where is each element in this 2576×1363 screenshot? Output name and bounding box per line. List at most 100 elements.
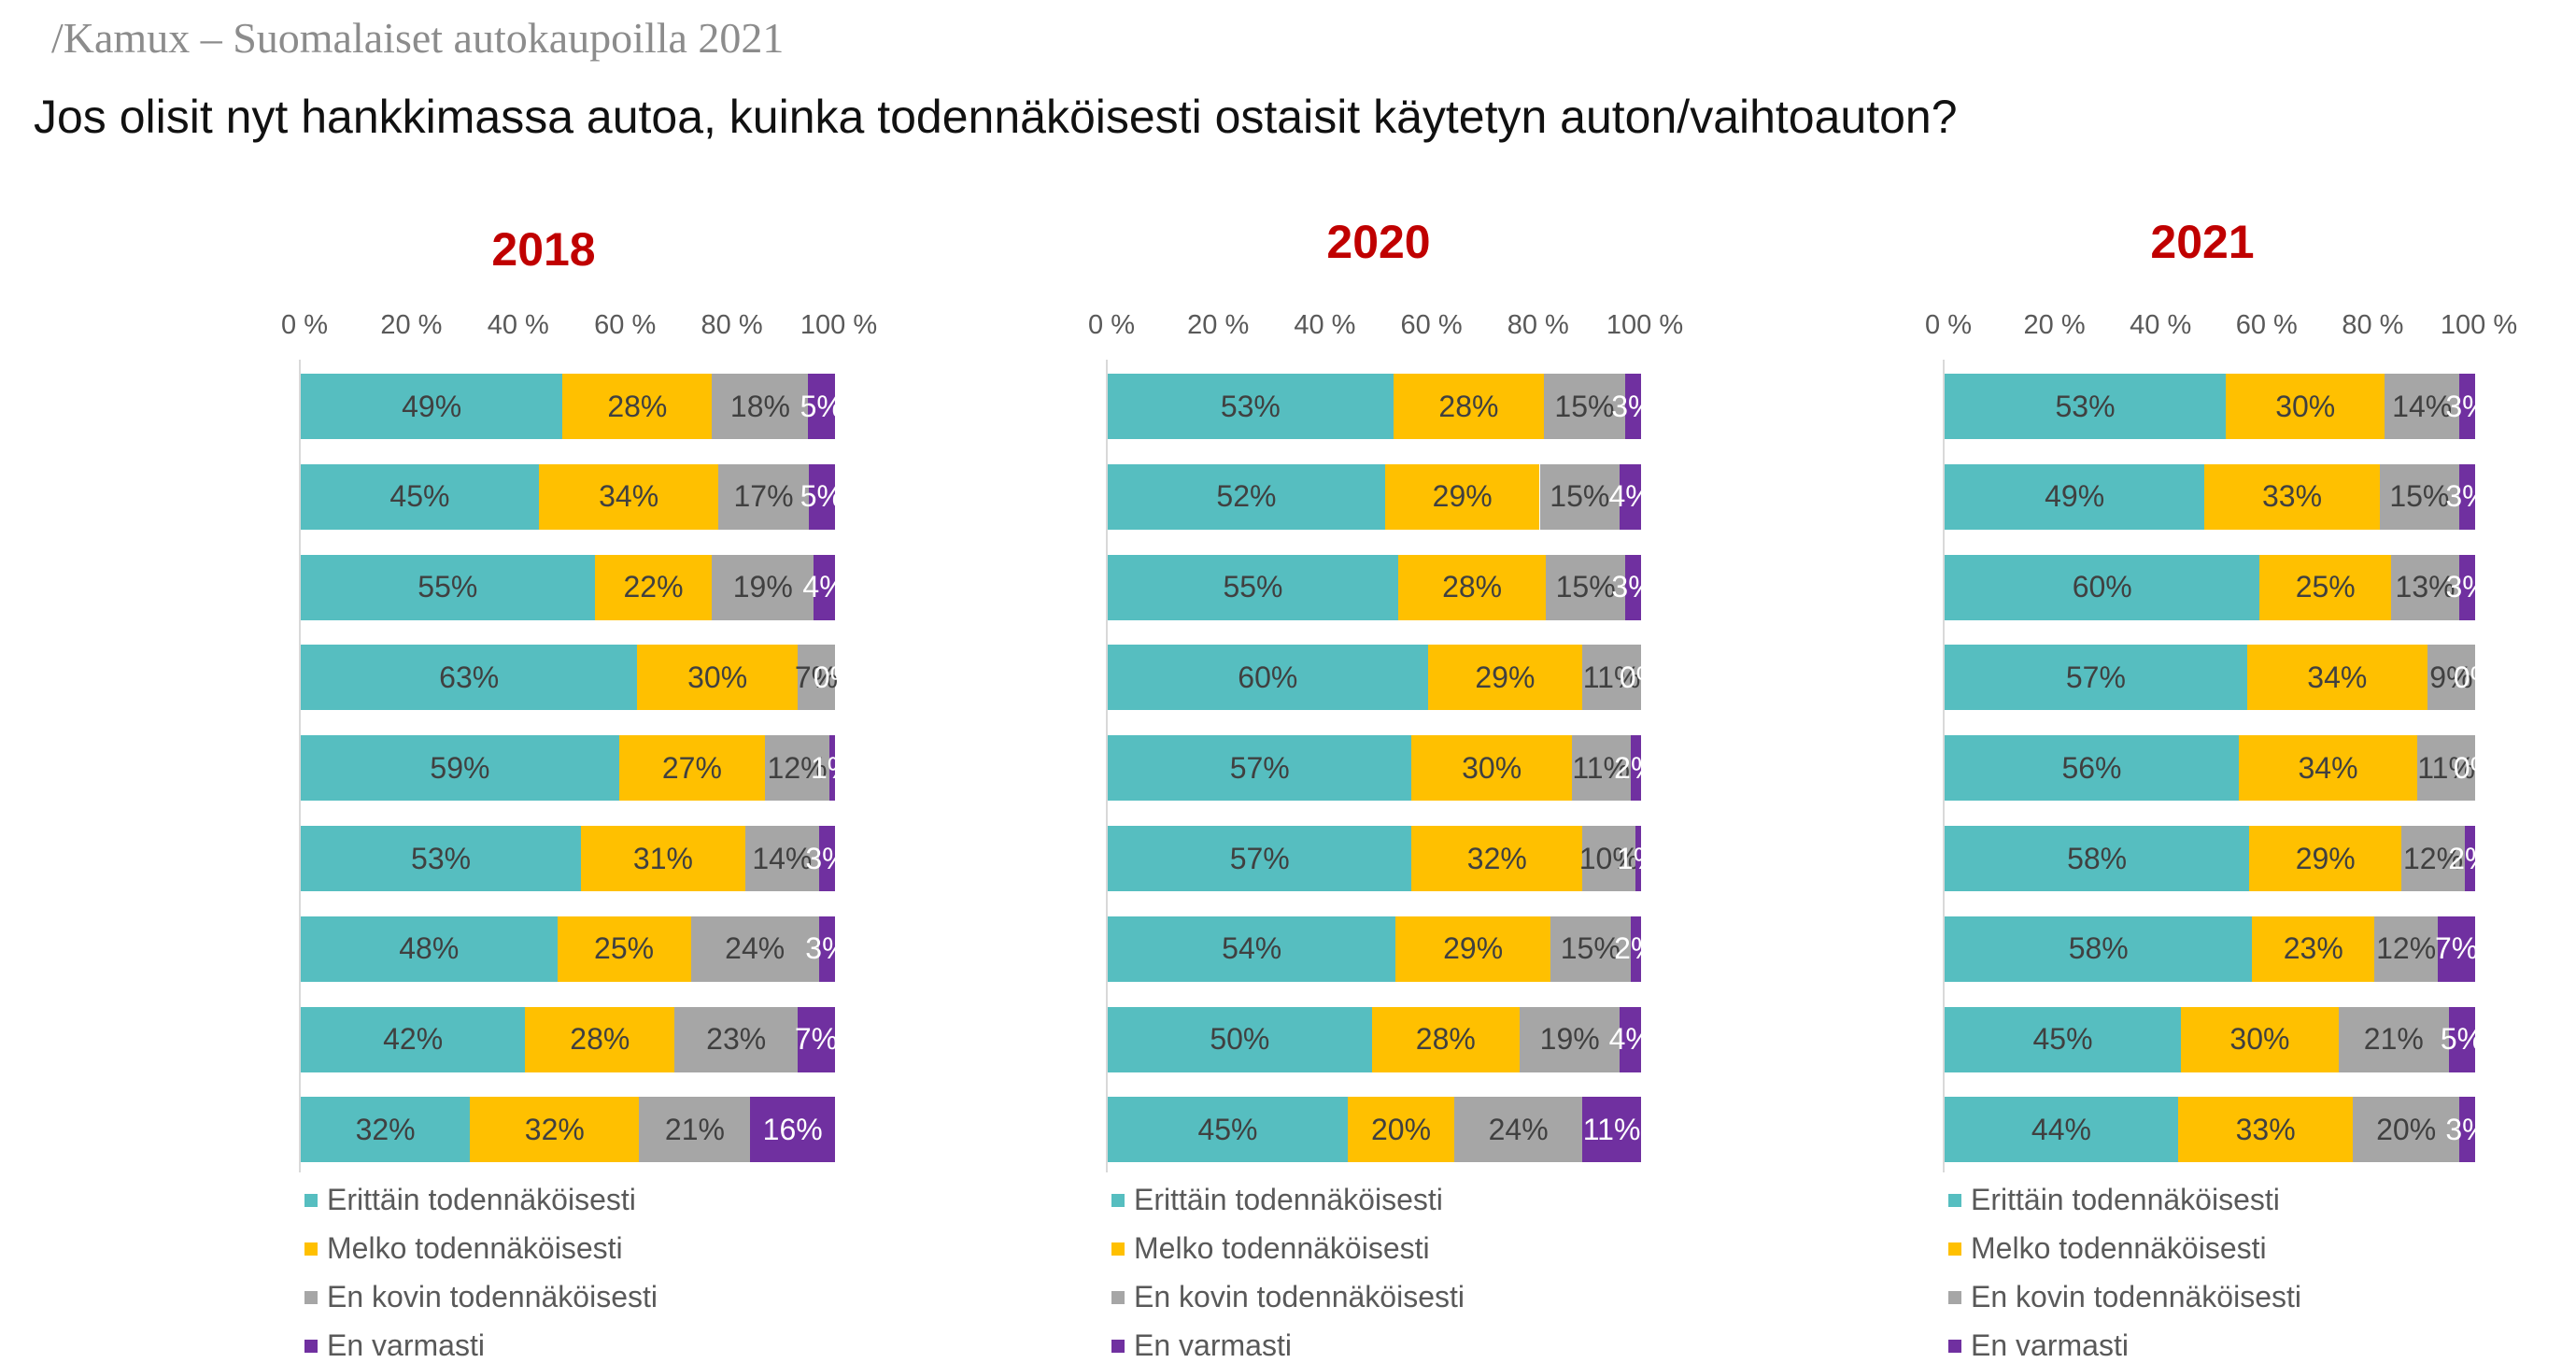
data-label: 29% [1432,479,1493,514]
segment-en-varmasti: 1% [811,735,854,802]
legend-item: Melko todennäköisesti [1948,1231,2267,1266]
segment-en-kovin: 12% [2374,916,2439,982]
segment-en-varmasti: 3% [1611,554,1655,620]
legend-label: Erittäin todennäköisesti [1134,1183,1443,1216]
segment-melko: 31% [581,826,745,891]
data-label: 25% [2295,570,2356,604]
data-label: 42% [383,1022,444,1057]
data-label: 58% [2068,931,2129,966]
legend-item: Erittäin todennäköisesti [1111,1183,1443,1217]
segment-melko: 29% [1395,916,1550,982]
data-label: 3% [2445,479,2489,514]
segment-melko: 34% [2238,735,2418,802]
segment-en-varmasti: 4% [1609,1006,1652,1072]
x-tick-label: 20 % [2023,310,2086,340]
legend-swatch-icon [304,1290,318,1304]
segment-en-varmasti: 11% [1582,1097,1641,1163]
data-label: 5% [800,389,843,423]
segment-en-kovin: 23% [674,1006,798,1072]
segment-erittain: 55% [301,554,595,620]
segment-en-kovin: 14% [744,826,819,891]
data-label: 30% [2275,389,2336,423]
segment-en-kovin: 12% [764,735,830,802]
segment-erittain: 45% [301,463,539,530]
legend-label: En varmasti [1134,1328,1292,1362]
legend-swatch-icon [304,1339,318,1353]
data-label: 27% [661,750,722,785]
report-subtitle: /Kamux – Suomalaiset autokaupoilla 2021 [51,14,785,62]
legend-swatch-icon [1948,1290,1961,1304]
data-label: 56% [2061,750,2122,785]
legend-item: Erittäin todennäköisesti [1948,1183,2280,1217]
segment-melko: 30% [2226,374,2385,439]
segment-erittain: 49% [301,374,563,439]
segment-en-kovin: 20% [2353,1097,2459,1163]
legend-label: Erittäin todennäköisesti [1971,1183,2280,1216]
data-label: 34% [599,479,659,514]
data-label: 4% [1608,1022,1652,1057]
data-label: 24% [725,931,786,966]
segment-melko: 29% [1384,463,1540,530]
segment-erittain: 60% [1108,645,1428,711]
segment-erittain: 53% [301,826,582,891]
data-label: 55% [1223,570,1283,604]
data-label: 34% [2307,660,2368,694]
segment-en-varmasti: 3% [805,826,849,891]
segment-melko: 28% [562,374,713,439]
segment-erittain: 52% [1108,463,1385,530]
segment-en-kovin: 19% [712,554,814,620]
data-label: 17% [733,479,794,514]
data-label: 29% [1475,660,1536,694]
x-tick-label: 60 % [594,310,657,340]
segment-erittain: 59% [301,735,619,802]
data-label: 45% [2032,1022,2093,1057]
data-label: 54% [1222,931,1282,966]
segment-melko: 30% [637,645,798,711]
segment-en-varmasti: 7% [795,1006,838,1072]
segment-erittain: 45% [1945,1006,2182,1072]
segment-en-kovin: 15% [1544,374,1625,439]
data-label: 33% [2262,479,2323,514]
legend-label: Melko todennäköisesti [1134,1231,1430,1265]
data-label: 5% [800,479,843,514]
data-label: 11% [1582,1112,1641,1146]
data-label: 31% [632,841,693,875]
x-tick-label: 40 % [487,310,549,340]
segment-melko: 22% [594,554,713,620]
segment-en-kovin: 19% [1519,1006,1621,1072]
data-label: 16% [762,1112,823,1146]
x-tick-label: 100 % [1606,310,1684,340]
data-label: 15% [1550,479,1610,514]
x-tick-label: 20 % [1187,310,1250,340]
legend-label: Melko todennäköisesti [1971,1231,2267,1265]
segment-en-kovin: 13% [2391,554,2460,620]
data-label: 2% [2448,841,2492,875]
segment-melko: 23% [2252,916,2375,982]
survey-question: Jos olisit nyt hankkimassa autoa, kuinka… [34,91,1958,143]
segment-en-varmasti: 2% [1614,916,1657,982]
data-label: 53% [411,841,472,875]
data-label: 11% [1572,750,1630,785]
segment-erittain: 58% [1945,916,2253,982]
segment-en-kovin: 24% [1454,1097,1583,1163]
data-label: 15% [1555,570,1616,604]
data-label: 48% [399,931,460,966]
data-label: 3% [2445,570,2489,604]
segment-en-kovin: 21% [639,1097,751,1163]
data-label: 7% [2434,931,2479,966]
segment-en-kovin: 24% [690,916,819,982]
legend-label: En kovin todennäköisesti [1971,1280,2301,1313]
y-axis-line [1106,360,1108,1172]
x-tick-label: 20 % [380,310,443,340]
data-label: 59% [430,750,490,785]
data-label: 55% [418,570,478,604]
legend-swatch-icon [1948,1242,1961,1256]
data-label: 1% [1617,841,1661,875]
segment-melko: 34% [538,463,719,530]
legend-item: En kovin todennäköisesti [1948,1280,2301,1314]
y-axis-line [1943,360,1945,1172]
data-label: 50% [1210,1022,1270,1057]
data-label: 15% [2389,479,2450,514]
segment-en-kovin: 15% [1539,463,1621,530]
segment-en-varmasti: 3% [2445,554,2489,620]
